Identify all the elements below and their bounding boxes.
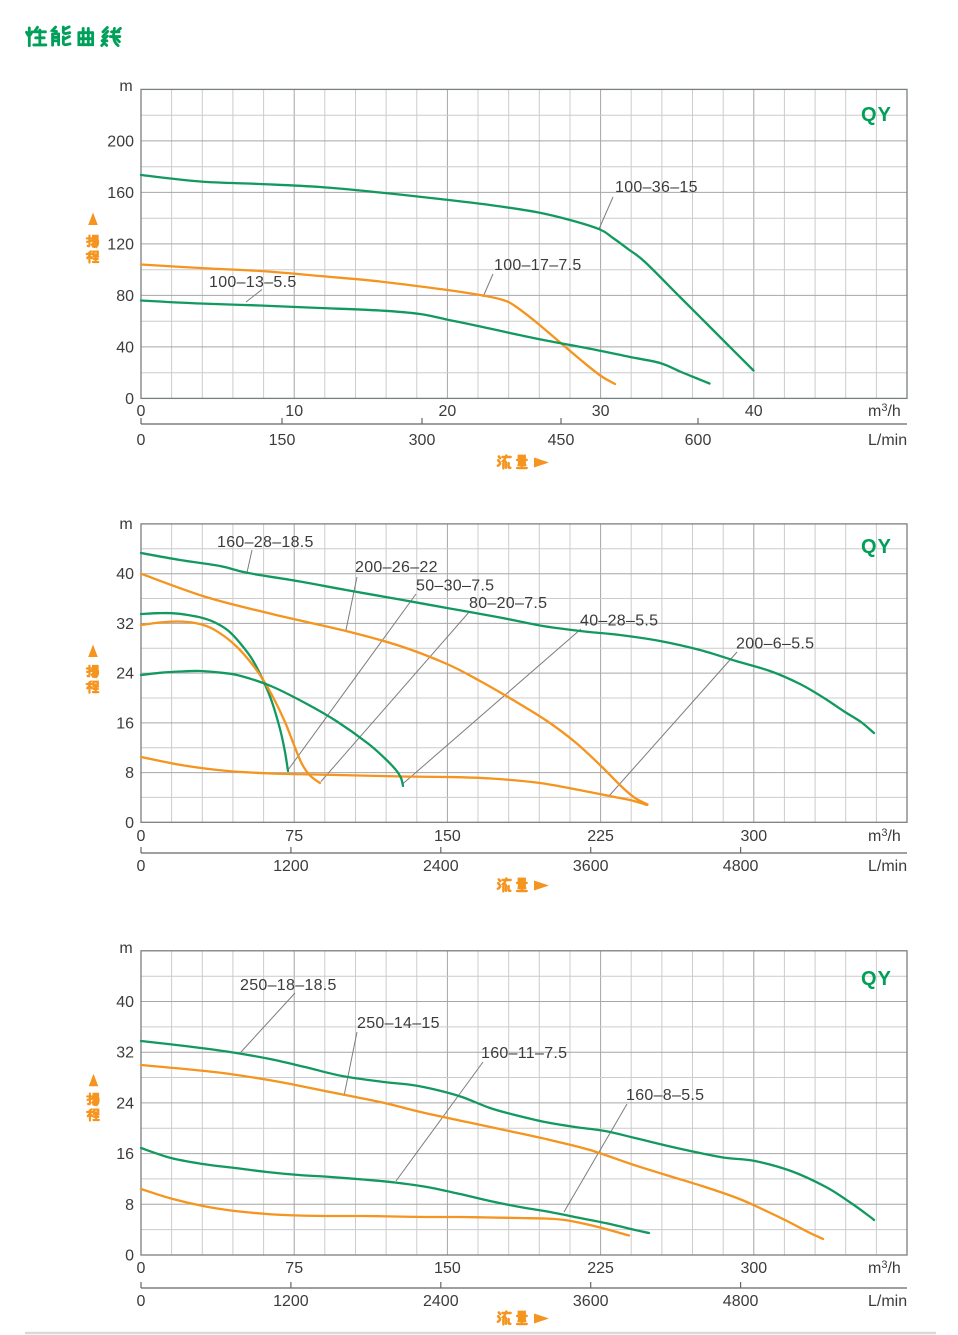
svg-text:0: 0 — [137, 432, 146, 449]
svg-text:m3/h: m3/h — [868, 1259, 901, 1277]
svg-text:75: 75 — [285, 1260, 303, 1277]
svg-text:m: m — [119, 78, 132, 95]
svg-text:250–18–18.5: 250–18–18.5 — [240, 977, 337, 994]
svg-text:40: 40 — [116, 566, 134, 583]
svg-text:2400: 2400 — [423, 858, 459, 875]
svg-text:40: 40 — [116, 339, 134, 356]
svg-text:1200: 1200 — [273, 858, 309, 875]
svg-text:0: 0 — [125, 815, 134, 832]
svg-text:40–28–5.5: 40–28–5.5 — [580, 613, 658, 630]
svg-text:10: 10 — [285, 403, 303, 420]
svg-text:300: 300 — [409, 432, 436, 449]
svg-text:4800: 4800 — [723, 858, 759, 875]
svg-text:100–17–7.5: 100–17–7.5 — [494, 257, 582, 274]
svg-text:50–30–7.5: 50–30–7.5 — [416, 578, 494, 595]
svg-text:40: 40 — [116, 994, 134, 1011]
svg-text:300: 300 — [740, 1260, 767, 1277]
svg-text:150: 150 — [269, 432, 296, 449]
svg-text:150: 150 — [434, 828, 461, 845]
svg-text:0: 0 — [137, 1293, 146, 1310]
svg-text:120: 120 — [107, 236, 134, 253]
svg-text:150: 150 — [434, 1260, 461, 1277]
svg-text:600: 600 — [685, 432, 712, 449]
svg-text:100–36–15: 100–36–15 — [615, 179, 698, 196]
svg-text:16: 16 — [116, 1146, 134, 1163]
svg-text:QY: QY — [861, 104, 892, 126]
svg-text:250–14–15: 250–14–15 — [357, 1015, 440, 1032]
svg-text:8: 8 — [125, 765, 134, 782]
svg-text:160–28–18.5: 160–28–18.5 — [217, 534, 314, 551]
svg-text:200–26–22: 200–26–22 — [355, 559, 438, 576]
svg-text:m: m — [119, 940, 132, 957]
svg-text:160–11–7.5: 160–11–7.5 — [481, 1045, 567, 1062]
svg-text:0: 0 — [137, 828, 146, 845]
svg-text:200: 200 — [107, 133, 134, 150]
svg-text:16: 16 — [116, 715, 134, 732]
svg-text:0: 0 — [137, 858, 146, 875]
svg-text:24: 24 — [116, 1095, 134, 1112]
svg-text:L/min: L/min — [868, 432, 907, 449]
svg-text:8: 8 — [125, 1197, 134, 1214]
svg-text:300: 300 — [740, 828, 767, 845]
svg-text:0: 0 — [125, 391, 134, 408]
svg-text:24: 24 — [116, 666, 134, 683]
svg-text:450: 450 — [548, 432, 575, 449]
svg-text:200–6–5.5: 200–6–5.5 — [736, 636, 814, 653]
svg-text:0: 0 — [137, 403, 146, 420]
svg-text:2400: 2400 — [423, 1293, 459, 1310]
svg-text:m3/h: m3/h — [868, 402, 901, 420]
svg-text:32: 32 — [116, 616, 134, 633]
svg-text:QY: QY — [861, 968, 892, 990]
svg-text:4800: 4800 — [723, 1293, 759, 1310]
svg-text:0: 0 — [125, 1248, 134, 1265]
svg-text:m3/h: m3/h — [868, 827, 901, 845]
svg-text:m: m — [119, 516, 132, 533]
svg-text:80–20–7.5: 80–20–7.5 — [469, 595, 547, 612]
svg-text:160: 160 — [107, 185, 134, 202]
svg-text:75: 75 — [285, 828, 303, 845]
svg-text:40: 40 — [745, 403, 763, 420]
svg-text:32: 32 — [116, 1045, 134, 1062]
svg-text:225: 225 — [587, 1260, 614, 1277]
svg-text:1200: 1200 — [273, 1293, 309, 1310]
svg-text:160–8–5.5: 160–8–5.5 — [626, 1087, 704, 1104]
svg-text:L/min: L/min — [868, 858, 907, 875]
svg-text:80: 80 — [116, 288, 134, 305]
svg-text:0: 0 — [137, 1260, 146, 1277]
svg-text:3600: 3600 — [573, 1293, 609, 1310]
svg-text:30: 30 — [592, 403, 610, 420]
svg-text:L/min: L/min — [868, 1293, 907, 1310]
svg-text:100–13–5.5: 100–13–5.5 — [209, 274, 297, 291]
svg-text:225: 225 — [587, 828, 614, 845]
svg-text:20: 20 — [439, 403, 457, 420]
svg-text:QY: QY — [861, 536, 892, 558]
svg-text:3600: 3600 — [573, 858, 609, 875]
